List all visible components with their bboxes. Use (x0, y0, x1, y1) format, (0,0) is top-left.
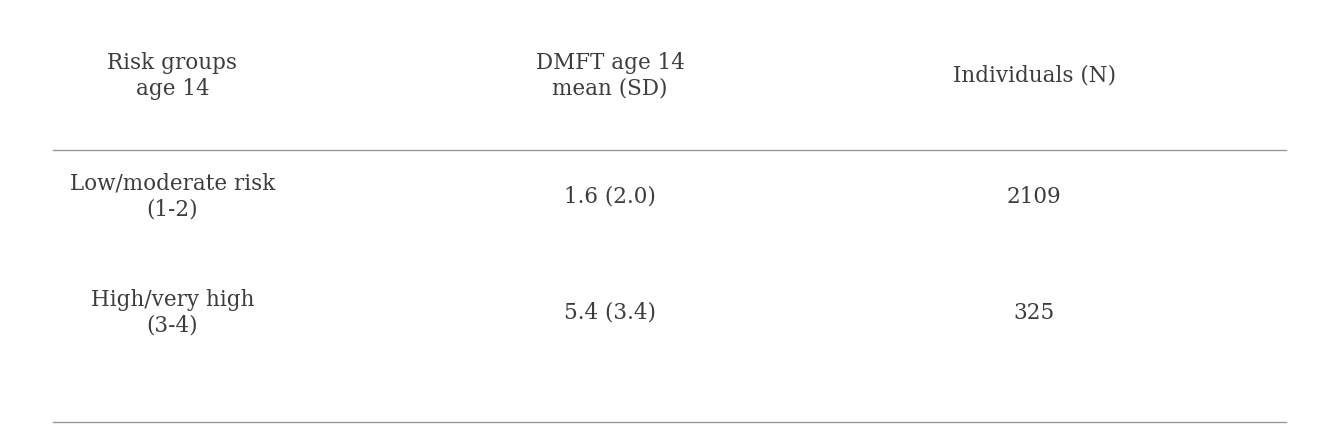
Text: DMFT age 14
mean (SD): DMFT age 14 mean (SD) (536, 52, 684, 100)
Text: 2109: 2109 (1006, 186, 1062, 208)
Text: Risk groups
age 14: Risk groups age 14 (107, 52, 237, 100)
Text: 5.4 (3.4): 5.4 (3.4) (564, 302, 656, 324)
Text: Low/moderate risk
(1-2): Low/moderate risk (1-2) (70, 173, 274, 220)
Text: 325: 325 (1013, 302, 1055, 324)
Text: 1.6 (2.0): 1.6 (2.0) (564, 186, 656, 208)
Text: High/very high
(3-4): High/very high (3-4) (90, 289, 255, 337)
Text: Individuals (N): Individuals (N) (952, 65, 1116, 87)
